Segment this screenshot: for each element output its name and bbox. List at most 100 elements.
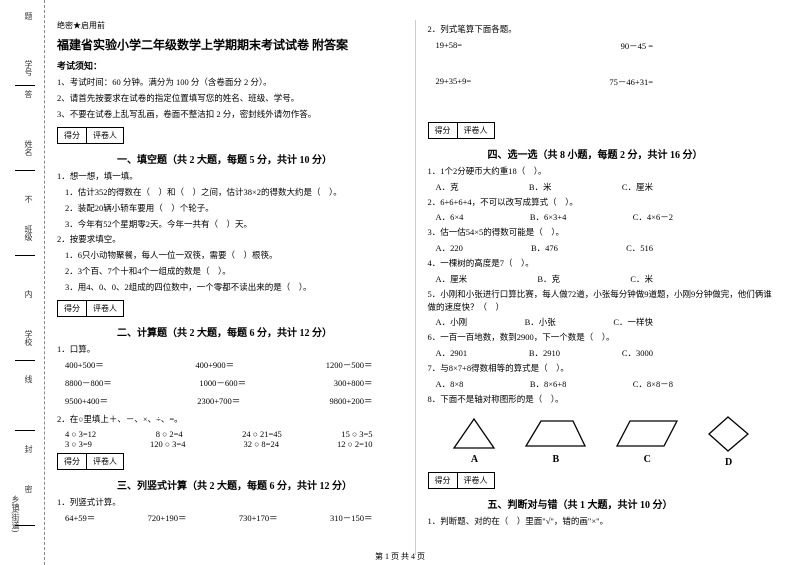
s2-r3a: 9500+400＝ <box>65 395 108 407</box>
s4-q6c: C．3000 <box>622 347 653 359</box>
score-label-4: 得分 <box>429 123 458 138</box>
s4-q2c: C．4×6－2 <box>633 211 673 223</box>
s3-q1: 1．列竖式计算。 <box>57 496 403 509</box>
margin-line3 <box>15 255 35 256</box>
s4-q7b: B．8×6+8 <box>530 378 567 390</box>
s4-q6b: B．2910 <box>529 347 560 359</box>
s4-q1c: C．厘米 <box>622 181 653 193</box>
shape-b-label: B <box>523 454 588 465</box>
s4-q6a: A．2901 <box>436 347 468 359</box>
s2-r2a: 8800－800＝ <box>65 377 112 389</box>
s1-q2c: 3．用4、0、0、2组成的四位数中，一个零都不读出来的是（ ）。 <box>57 281 403 294</box>
s1-q1: 1．想一想，填一填。 <box>57 170 403 183</box>
score-box-5: 得分评卷人 <box>428 472 495 489</box>
notice-1: 1、考试时间：60 分钟。满分为 100 分（含卷面分 2 分）。 <box>57 76 403 89</box>
s4-q5c: C．一样快 <box>613 316 653 328</box>
margin-banji: 班级 <box>23 225 34 241</box>
s2-r2c: 300+800＝ <box>334 377 373 389</box>
s2-r1a: 400+500＝ <box>65 359 104 371</box>
s2-r5a: 3 ○ 3=9 <box>65 439 92 449</box>
s4-q7a: A．8×8 <box>436 378 464 390</box>
s4-q1: 1．1个2分硬币大约重18（ ）。 <box>428 165 774 178</box>
margin-da: 答 <box>23 90 34 98</box>
score-box-3: 得分评卷人 <box>57 453 124 470</box>
s2-r4b: 8 ○ 2=4 <box>156 429 183 439</box>
margin-xian: 线 <box>23 375 34 383</box>
margin-feng: 封 <box>23 445 34 453</box>
s1-q2b: 2．3个百、7个十和4个一组成的数是（ ）。 <box>57 265 403 278</box>
s3-r1d: 310－150＝ <box>330 512 373 524</box>
s4-q5: 5．小刚和小张进行口算比赛，每人做72道，小张每分钟做9道题，小刚9分钟做完，他… <box>428 288 774 314</box>
margin-line6 <box>15 525 35 526</box>
right-r2a: 29+35+9= <box>436 76 472 88</box>
s4-q5b: B．小张 <box>525 316 556 328</box>
notice-header: 考试须知： <box>57 59 403 72</box>
s4-q4c: C．米 <box>630 273 653 285</box>
s2-r3c: 9800+200＝ <box>329 395 372 407</box>
left-column: 绝密★启用前 福建省实验小学二年级数学上学期期末考试试卷 附答案 考试须知： 1… <box>45 20 415 555</box>
s4-q8: 8．下面不是轴对称图形的是（ ）。 <box>428 393 774 406</box>
s2-q1: 1．口算。 <box>57 343 403 356</box>
s4-q4b: B．克 <box>537 273 560 285</box>
section-2-header: 二、计算题（共 2 大题，每题 6 分，共计 12 分） <box>117 324 403 339</box>
s2-r4c: 24 ○ 21=45 <box>242 429 282 439</box>
s2-r4d: 15 ○ 3=5 <box>341 429 372 439</box>
margin-mi: 密 <box>23 485 34 493</box>
s4-q1a: A．克 <box>436 181 459 193</box>
s1-q2: 2．按要求填空。 <box>57 233 403 246</box>
score-label-2: 得分 <box>58 301 87 316</box>
s3-r1a: 64+59＝ <box>65 512 95 524</box>
s2-r2b: 1000－600＝ <box>199 377 246 389</box>
shape-d-label: D <box>706 457 751 468</box>
s2-r5c: 32 ○ 8=24 <box>244 439 279 449</box>
s4-q2b: B．6×3+4 <box>530 211 567 223</box>
s4-q3a: A．220 <box>436 242 463 254</box>
margin-line2 <box>15 170 35 171</box>
notice-3: 3、不要在试卷上乱写乱画，卷面不整洁扣 2 分，密封线外请勿作答。 <box>57 108 403 121</box>
margin-nei: 内 <box>23 290 34 298</box>
right-column: 2．列式笔算下面各题。 19+58= 90－45 = 29+35+9= 75－4… <box>415 20 786 555</box>
right-q2: 2．列式笔算下面各题。 <box>428 23 774 36</box>
margin-line1 <box>15 85 35 86</box>
s1-q2a: 1．6只小动物聚餐，每人一位一双筷，需要（ ）根筷。 <box>57 249 403 262</box>
grader-label-2: 评卷人 <box>87 301 123 316</box>
s4-q2a: A．6×4 <box>436 211 464 223</box>
s1-q1b: 2．装配20辆小轿车要用（ ）个轮子。 <box>57 202 403 215</box>
shape-a-label: A <box>449 454 499 465</box>
s4-q3c: C．516 <box>626 242 653 254</box>
score-box-1: 得分评卷人 <box>57 127 124 144</box>
grader-label-3: 评卷人 <box>87 454 123 469</box>
s2-q2: 2．在○里填上＋、－、×、÷、=。 <box>57 413 403 426</box>
s3-r1c: 730+170＝ <box>239 512 278 524</box>
s2-r4a: 4 ○ 3=12 <box>65 429 96 439</box>
s4-q4a: A．厘米 <box>436 273 468 285</box>
s2-r1c: 1200－500＝ <box>326 359 373 371</box>
s4-q2: 2．6+6+6+4，不可以改写成算式（ ）。 <box>428 196 774 209</box>
section-4-header: 四、选一选（共 8 小题，每题 2 分，共计 16 分） <box>488 146 774 161</box>
triangle-shape <box>449 416 499 451</box>
s2-r3b: 2300+700＝ <box>197 395 240 407</box>
s2-r5d: 12 ○ 2=10 <box>337 439 372 449</box>
s4-q7: 7．与8×7+8得数相等的算式是（ ）。 <box>428 362 774 375</box>
score-box-2: 得分评卷人 <box>57 300 124 317</box>
s4-q6: 6．一百一百地数，数到2900，下一个数是（ ）。 <box>428 331 774 344</box>
s4-q7c: C．8×8－8 <box>633 378 673 390</box>
margin-xingming: 姓名 <box>23 140 34 156</box>
margin-xiangzhen: 乡镇(街道) <box>10 495 21 532</box>
s4-q3: 3．估一估54×5的得数可能是（ ）。 <box>428 226 774 239</box>
margin-line4 <box>15 360 35 361</box>
s4-q4: 4．一棵树的高度是7（ ）。 <box>428 257 774 270</box>
right-r1a: 19+58= <box>436 40 463 52</box>
exam-title: 福建省实验小学二年级数学上学期期末考试试卷 附答案 <box>57 36 403 53</box>
grader-label: 评卷人 <box>87 128 123 143</box>
margin-ti: 题 <box>23 12 34 20</box>
notice-2: 2、请首先按要求在试卷的指定位置填写您的姓名、班级、学号。 <box>57 92 403 105</box>
s4-q3b: B．476 <box>531 242 558 254</box>
page-footer: 第 1 页 共 4 页 <box>375 551 425 562</box>
secret-label: 绝密★启用前 <box>57 20 403 31</box>
trapezoid-shape <box>523 416 588 451</box>
margin-line5 <box>15 430 35 431</box>
s3-r1b: 720+190＝ <box>148 512 187 524</box>
s1-q1a: 1．估计352的得数在（ ）和（ ）之间，估计38×2的得数大约是（ ）。 <box>57 186 403 199</box>
diamond-shape <box>706 414 751 454</box>
